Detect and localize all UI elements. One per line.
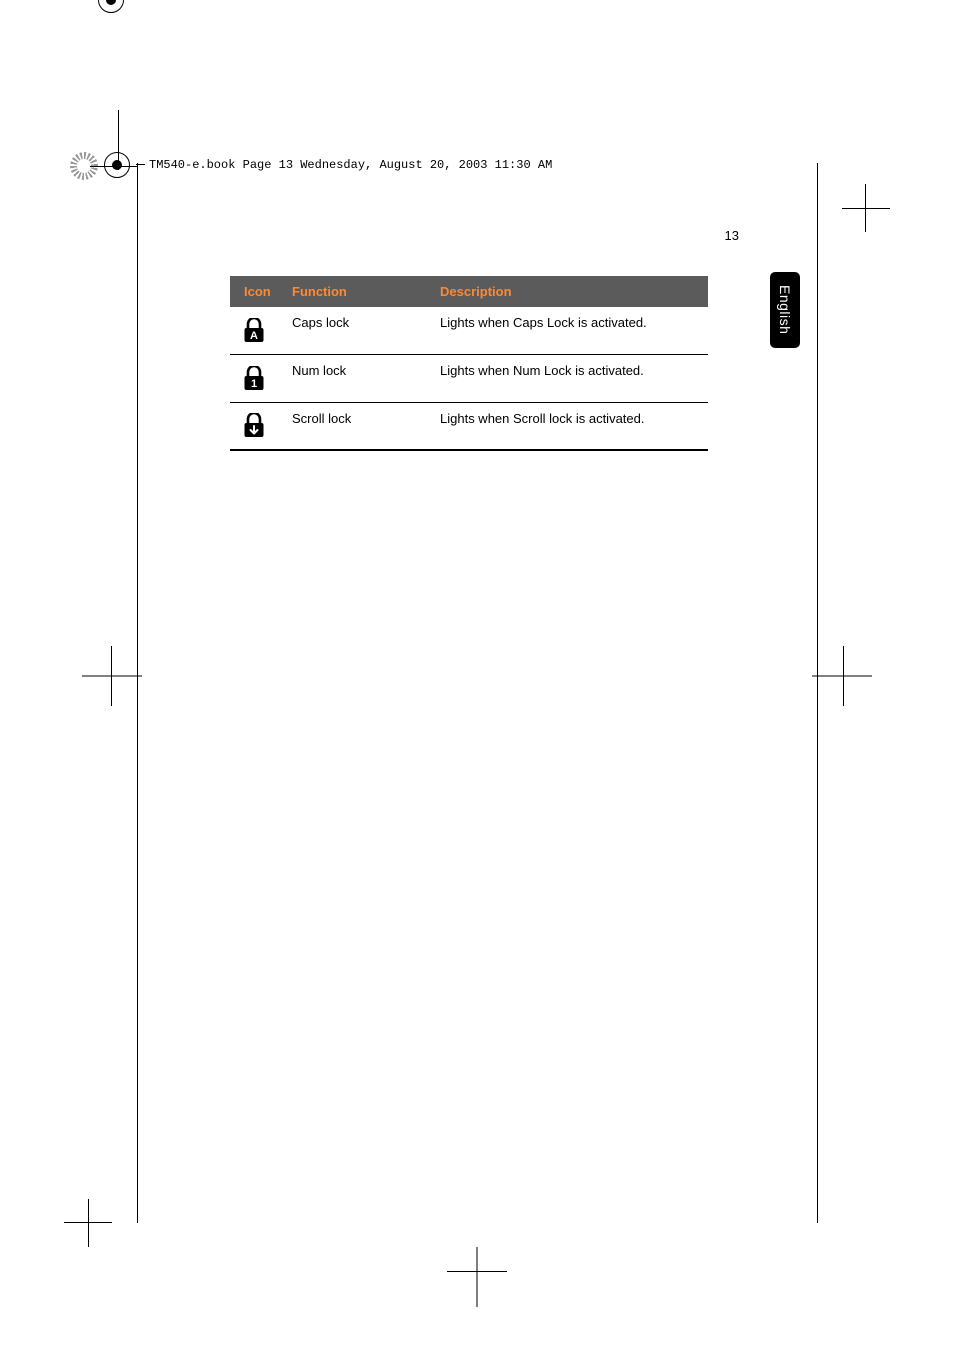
- table-row: 1 Num lock Lights when Num Lock is activ…: [230, 355, 708, 403]
- row-function: Num lock: [292, 355, 440, 378]
- crop-cross-v-bc: [477, 1247, 478, 1307]
- crop-h-tl: [90, 166, 138, 167]
- row-function: Scroll lock: [292, 403, 440, 426]
- language-tab: English: [770, 272, 800, 348]
- book-header: TM540-e.book Page 13 Wednesday, August 2…: [145, 158, 556, 172]
- page-number: 13: [725, 228, 739, 243]
- language-tab-label: English: [777, 285, 793, 334]
- svg-text:A: A: [250, 330, 258, 342]
- row-function: Caps lock: [292, 307, 440, 330]
- header-description: Description: [440, 284, 708, 299]
- row-description: Lights when Scroll lock is activated.: [440, 403, 708, 426]
- table-row: A Caps lock Lights when Caps Lock is act…: [230, 307, 708, 355]
- crop-cross-h-bc: [447, 1271, 507, 1272]
- crop-cross-h-bl: [64, 1222, 112, 1223]
- table-header: Icon Function Description: [230, 276, 708, 307]
- crop-cross-v-bl: [88, 1199, 89, 1247]
- page-edge-left: [137, 163, 138, 1223]
- printer-target-lm: [98, 0, 124, 13]
- crop-v-tl: [118, 110, 119, 170]
- scroll-lock-icon: [242, 413, 266, 439]
- num-lock-icon: 1: [242, 366, 266, 392]
- row-description: Lights when Num Lock is activated.: [440, 355, 708, 378]
- crop-cross-h-tr: [842, 208, 890, 209]
- svg-text:1: 1: [251, 378, 257, 390]
- caps-lock-icon: A: [242, 318, 266, 344]
- status-icons-table: Icon Function Description A Caps lock Li…: [230, 276, 708, 451]
- header-function: Function: [292, 284, 440, 299]
- row-description: Lights when Caps Lock is activated.: [440, 307, 708, 330]
- page-edge-right: [817, 163, 818, 1223]
- crop-cross-h-lm: [82, 675, 142, 676]
- printer-target-tl: [104, 152, 130, 178]
- header-icon: Icon: [230, 284, 292, 299]
- table-row: Scroll lock Lights when Scroll lock is a…: [230, 403, 708, 451]
- crop-cross-h-rm: [812, 675, 872, 676]
